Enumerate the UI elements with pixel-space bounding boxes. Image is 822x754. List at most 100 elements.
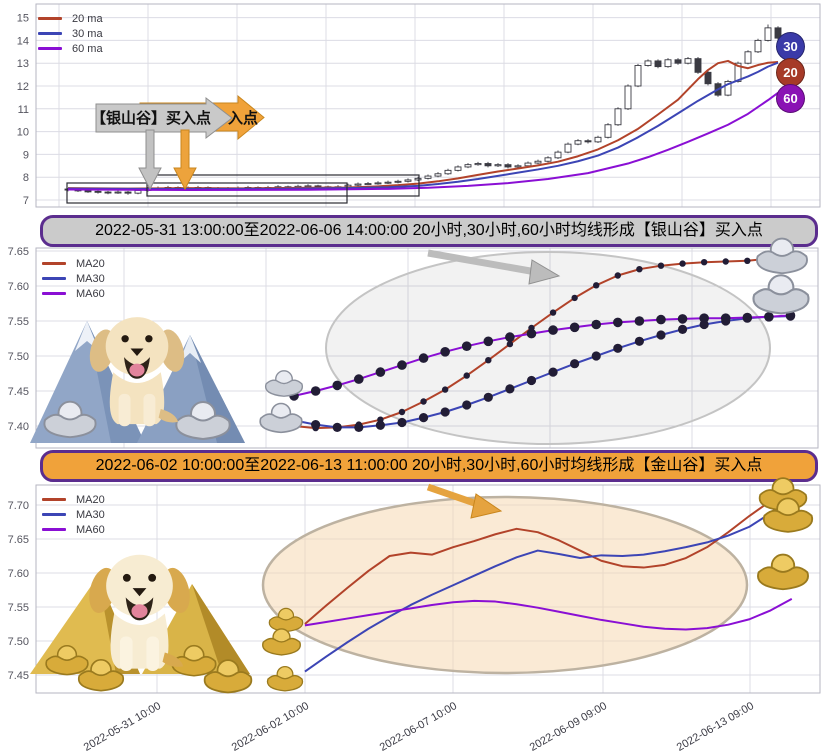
MA60-marker [591, 319, 602, 330]
MA20-line [293, 254, 791, 430]
candle [644, 60, 652, 66]
x-tick-label: 2022-06-02 10:00 [229, 700, 311, 754]
y-tick-label: 7.60 [8, 281, 29, 293]
legend-label: MA20 [76, 493, 105, 506]
MA30-marker [677, 324, 688, 334]
candle [104, 191, 112, 194]
60ma-line [67, 92, 779, 191]
legend-item: MA30 [42, 271, 105, 286]
moving-average-lines [289, 252, 796, 432]
MA60-marker [354, 374, 364, 384]
legend-item: MA20 [42, 256, 105, 271]
MA20-marker [593, 282, 600, 289]
legend-item: MA60 [42, 286, 105, 301]
MA60-marker [461, 341, 472, 351]
MA30-marker [354, 422, 364, 432]
bot-legend: MA20 MA30 MA60 [42, 492, 105, 537]
legend-label: 20 ma [72, 12, 103, 25]
candle [124, 191, 132, 194]
MA20-marker [506, 340, 514, 348]
candle [744, 51, 752, 64]
MA20-marker [744, 257, 751, 264]
candle [574, 140, 582, 145]
candle [384, 181, 392, 184]
y-tick-label: 15 [17, 13, 29, 25]
y-tick-label: 14 [17, 35, 29, 47]
candle [84, 190, 92, 193]
candle [624, 85, 632, 110]
ma20-badge: 20 [776, 58, 805, 87]
y-tick-label: 7.70 [8, 500, 29, 512]
gold-ingot-icon [262, 628, 301, 655]
MA20-marker [679, 260, 686, 267]
MA20-marker [485, 357, 492, 364]
candle [394, 180, 402, 183]
silver-valley-illustration [30, 317, 245, 443]
candle [484, 163, 492, 167]
y-tick-label: 7.40 [8, 421, 29, 433]
candle [764, 27, 772, 41]
MA30-marker [526, 375, 537, 386]
MA60-marker [742, 312, 753, 323]
30ma-line [67, 61, 779, 191]
MA30-marker [570, 359, 580, 369]
top-legend: 20 ma 30 ma 60 ma [38, 11, 103, 56]
MA20-marker [549, 309, 557, 316]
candle [94, 190, 102, 193]
gold-valley-ellipse [261, 495, 749, 675]
silver-zoom-region-box [66, 182, 348, 204]
y-tick-label: 10 [17, 127, 29, 139]
candle [704, 71, 712, 85]
candle [454, 166, 462, 171]
legend-label: MA60 [76, 287, 105, 300]
candle [684, 58, 692, 64]
candle [664, 59, 672, 68]
x-tick-label: 2022-06-13 09:00 [674, 700, 756, 754]
y-tick-label: 13 [17, 58, 29, 70]
silver-annotation-arrow [427, 249, 561, 285]
ma60-badge: 60 [776, 84, 805, 113]
MA30-marker [483, 392, 493, 402]
MA30-marker [397, 417, 407, 428]
silver-banner-arrow [95, 96, 233, 140]
ma60-swatch [42, 292, 66, 295]
silver-valley-title: 2022-05-31 13:00:00至2022-06-06 14:00:00 … [40, 215, 818, 247]
gold-down-arrow [173, 129, 197, 191]
candle [114, 191, 122, 194]
gold-banner-label: 入点 [228, 110, 258, 127]
MA60-marker [505, 332, 515, 342]
legend-label: 30 ma [72, 27, 103, 40]
candle [534, 160, 542, 164]
legend-label: 60 ma [72, 42, 103, 55]
y-tick-label: 7.45 [8, 670, 29, 682]
y-tick-label: 7.55 [8, 316, 29, 328]
MA30-marker [418, 413, 429, 423]
mid-legend: MA20 MA30 MA60 [42, 256, 105, 301]
MA30-marker [462, 400, 472, 410]
silver-banner-label: 【银山谷】买入点 [91, 109, 211, 127]
ma30-swatch [42, 277, 66, 280]
MA20-marker [657, 262, 665, 269]
candle [734, 62, 742, 82]
candle [494, 164, 502, 167]
MA60-marker [764, 312, 774, 322]
MA30-marker [613, 343, 623, 353]
ma30-badge: 30 [776, 32, 805, 61]
candle [754, 39, 762, 53]
legend-item: MA20 [42, 492, 105, 507]
MA60-marker [397, 360, 407, 370]
MA60-marker [483, 336, 494, 347]
candle [354, 183, 362, 186]
plot-border [35, 3, 821, 208]
gold-zoom-region-box [146, 174, 420, 197]
MA60-marker [418, 353, 429, 363]
candle [464, 164, 472, 168]
MA30-marker [440, 407, 450, 417]
candle [654, 60, 662, 68]
MA20-marker [441, 386, 449, 393]
ma60-swatch [42, 528, 66, 531]
MA20-marker [722, 258, 729, 265]
MA60-marker [656, 314, 666, 325]
grid: 15 14 13 12 11 10 9 8 7 [17, 3, 821, 208]
candle [414, 177, 422, 181]
